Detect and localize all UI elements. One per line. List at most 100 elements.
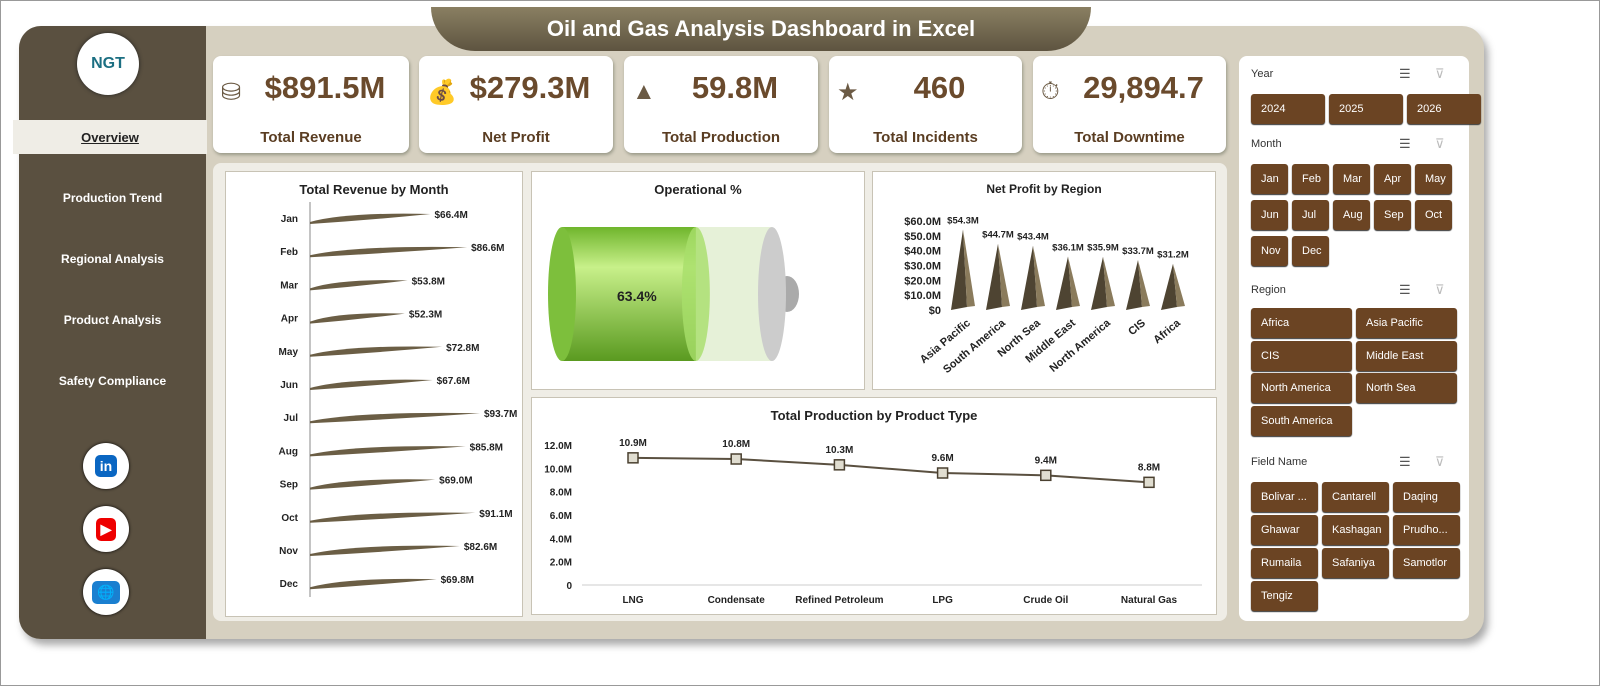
slicer-item[interactable]: Aug bbox=[1333, 200, 1370, 230]
slicer-item[interactable]: Mar bbox=[1333, 164, 1370, 194]
slicer-item[interactable]: Nov bbox=[1251, 236, 1288, 266]
data-label: $53.8M bbox=[412, 276, 445, 287]
slicer-item[interactable]: Jul bbox=[1292, 200, 1329, 230]
data-point bbox=[1040, 469, 1052, 482]
slicer-item[interactable]: 2026 bbox=[1407, 94, 1481, 124]
nav-regional-analysis[interactable]: Regional Analysis bbox=[61, 252, 164, 266]
bar bbox=[310, 412, 480, 424]
gold-bars-icon: ▲ bbox=[632, 78, 656, 105]
slicer-item[interactable]: Rumaila bbox=[1251, 548, 1318, 578]
multi-select-icon[interactable]: ☰ bbox=[1399, 282, 1411, 297]
tick-label: Natural Gas bbox=[1121, 595, 1178, 606]
pyramid-bar bbox=[1056, 256, 1072, 310]
slicer-item[interactable]: Safaniya bbox=[1322, 548, 1389, 578]
slicer-item[interactable]: Asia Pacific bbox=[1356, 308, 1457, 338]
slicer-title: Year bbox=[1251, 68, 1274, 80]
slicer-item[interactable]: Jun bbox=[1251, 200, 1288, 230]
tick-label: $50.0M bbox=[904, 231, 941, 243]
kpi-value: $891.5M bbox=[264, 70, 386, 105]
data-label: 10.3M bbox=[826, 445, 854, 456]
globe-button[interactable]: 🌐 bbox=[83, 569, 129, 615]
youtube-button[interactable]: ▶ bbox=[83, 506, 129, 552]
slicer-item[interactable]: CIS bbox=[1251, 340, 1352, 371]
data-label: $66.4M bbox=[434, 210, 467, 221]
slicer-item[interactable]: Daqing bbox=[1393, 482, 1460, 512]
bar bbox=[310, 313, 405, 324]
nav-safety-compliance[interactable]: Safety Compliance bbox=[58, 374, 167, 388]
tick-label: South America bbox=[941, 317, 1009, 376]
clear-filter-icon[interactable]: ⊽ bbox=[1435, 66, 1445, 81]
slicer-item[interactable]: Middle East bbox=[1356, 340, 1457, 371]
slicer-item[interactable]: Feb bbox=[1292, 164, 1329, 194]
tick-label: May bbox=[279, 347, 299, 358]
tick-label: $0 bbox=[929, 305, 941, 317]
nav-production-trend[interactable]: Production Trend bbox=[62, 191, 163, 205]
tick-label: Africa bbox=[1151, 317, 1183, 347]
tick-label: Condensate bbox=[708, 595, 766, 606]
multi-select-icon[interactable]: ☰ bbox=[1399, 66, 1411, 81]
tick-label: LNG bbox=[622, 595, 643, 606]
kpi-value: 29,894.7 bbox=[1083, 70, 1204, 105]
kpi-label: Net Profit bbox=[482, 129, 550, 146]
nav-product-analysis[interactable]: Product Analysis bbox=[63, 313, 162, 327]
bar bbox=[310, 512, 476, 523]
kpi-label: Total Downtime bbox=[1074, 129, 1185, 146]
pyramid-bar bbox=[1021, 245, 1037, 310]
slicer-item[interactable]: Kashagan bbox=[1322, 515, 1389, 545]
slicer-item[interactable]: Prudho... bbox=[1393, 515, 1460, 545]
net-profit-by-region-chart: Net Profit by Region $0 $10.0M $20.0M $30.0… bbox=[872, 171, 1216, 390]
clear-filter-icon[interactable]: ⊽ bbox=[1435, 282, 1445, 297]
slicer-item[interactable]: Africa bbox=[1251, 308, 1352, 338]
kpi-card-total-production: ▲ 59.8M Total Production bbox=[624, 56, 818, 153]
timer-icon: ⏱ bbox=[1041, 78, 1060, 105]
linkedin-button[interactable]: in bbox=[83, 443, 129, 489]
data-label: 9.6M bbox=[931, 453, 953, 464]
slicer-item[interactable]: Bolivar ... bbox=[1251, 482, 1318, 512]
production-by-product-chart: Total Production by Product Type 0 2.0M 4.… bbox=[531, 397, 1217, 615]
slicer-item[interactable]: Dec bbox=[1292, 236, 1329, 266]
slicer-item[interactable]: North America bbox=[1251, 373, 1352, 403]
bar bbox=[310, 578, 437, 590]
fill-edge bbox=[681, 227, 710, 361]
slicer-item[interactable]: Oct bbox=[1415, 200, 1452, 230]
slicer-item[interactable]: Ghawar bbox=[1251, 515, 1318, 545]
slicer-item[interactable]: Jan bbox=[1251, 164, 1288, 194]
data-point bbox=[936, 467, 949, 479]
multi-select-icon[interactable]: ☰ bbox=[1399, 454, 1411, 469]
slicer-panel: Year ☰ ⊽ 2024 2025 2026 Month ☰ ⊽ Jan Feb Mar Apr May… bbox=[1239, 56, 1481, 621]
pyramid-bar bbox=[1161, 263, 1177, 310]
multi-select-icon[interactable]: ☰ bbox=[1399, 136, 1411, 151]
tick-label: Sep bbox=[280, 480, 298, 491]
operational-gauge: Operational % 63.4% bbox=[531, 171, 865, 390]
kpi-label: Total Production bbox=[661, 129, 781, 146]
data-label: 8.8M bbox=[1138, 462, 1160, 473]
slicer-item[interactable]: 2024 bbox=[1251, 94, 1325, 124]
data-label: $54.3M bbox=[947, 215, 979, 226]
bar bbox=[310, 379, 433, 390]
slicer-item[interactable]: South America bbox=[1251, 405, 1352, 436]
logo-text: NGT bbox=[91, 55, 125, 72]
slicer-item[interactable]: Sep bbox=[1374, 200, 1411, 230]
slicer-item[interactable]: 2025 bbox=[1329, 94, 1403, 124]
slicer-item[interactable]: North Sea bbox=[1356, 373, 1457, 403]
battery-end bbox=[548, 227, 576, 361]
revenue-by-month-chart: Total Revenue by Month Jan $66.4M Feb $86.6… bbox=[225, 171, 523, 617]
data-label: $44.7M bbox=[982, 230, 1014, 241]
tick-label: Jan bbox=[281, 214, 298, 225]
kpi-card-total-downtime: ⏱ 29,894.7 Total Downtime bbox=[1033, 56, 1226, 153]
pyramid-bar bbox=[1091, 256, 1107, 310]
data-label: $82.6M bbox=[464, 542, 497, 553]
tick-label: Mar bbox=[280, 280, 298, 291]
slicer-item[interactable]: May bbox=[1415, 164, 1452, 194]
data-label: $69.8M bbox=[441, 575, 474, 586]
clear-filter-icon[interactable]: ⊽ bbox=[1435, 136, 1445, 151]
slicer-item[interactable]: Samotlor bbox=[1393, 548, 1460, 578]
slicer-item[interactable]: Tengiz bbox=[1251, 581, 1318, 611]
tick-label: 4.0M bbox=[550, 534, 572, 545]
clear-filter-icon[interactable]: ⊽ bbox=[1435, 454, 1445, 469]
slicer-item[interactable]: Cantarell bbox=[1322, 482, 1389, 512]
slicer-item[interactable]: Apr bbox=[1374, 164, 1411, 194]
nav-overview[interactable]: Overview bbox=[13, 120, 207, 154]
page-title: Oil and Gas Analysis Dashboard in Excel bbox=[431, 7, 1091, 51]
tick-label: Refined Petroleum bbox=[795, 595, 883, 606]
